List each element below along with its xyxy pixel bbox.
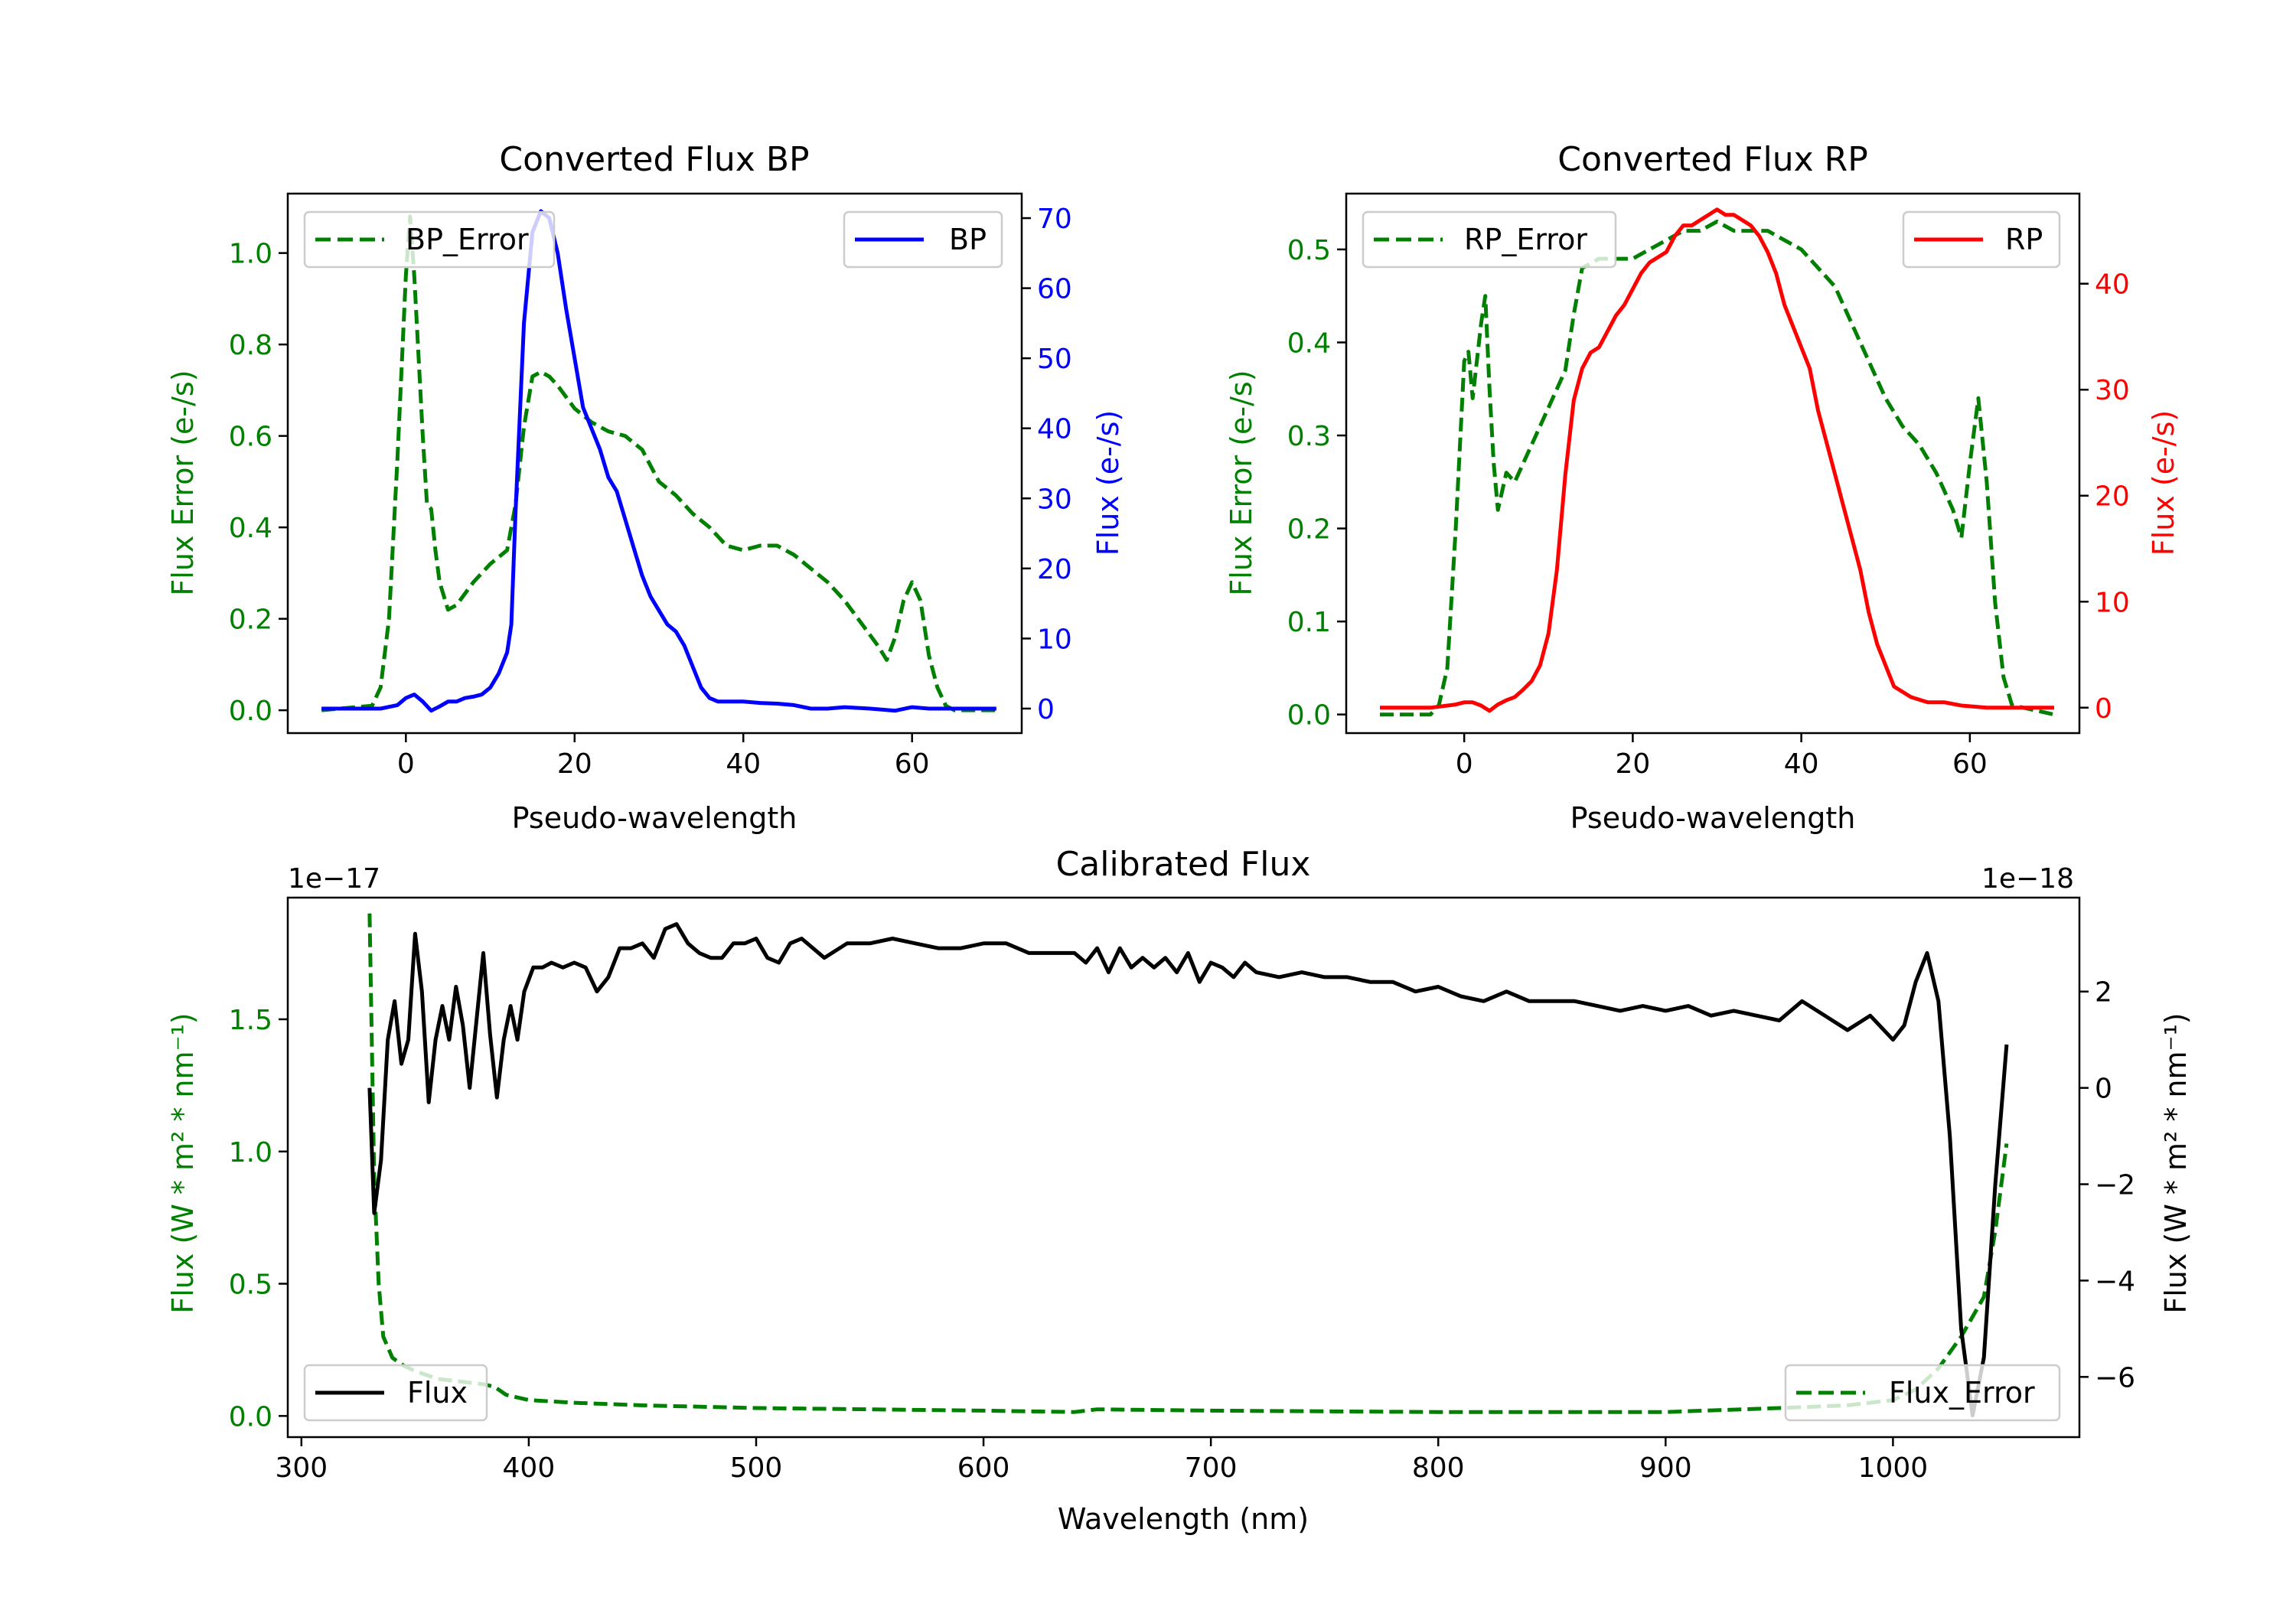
calibrated-xtick-label: 300: [275, 1452, 328, 1484]
rp-ytick-right-label: 10: [2095, 587, 2130, 618]
bp-xtick-label: 60: [895, 748, 930, 780]
calibrated-ytick-right-label: −4: [2095, 1266, 2135, 1297]
calibrated-ytick-left-label: 0.0: [229, 1401, 272, 1433]
calibrated-xtick-label: 400: [503, 1452, 556, 1484]
bp-ytick-left-label: 1.0: [229, 239, 272, 270]
bp-legend-right: BP: [843, 210, 1003, 269]
rp-ylabel-left: Flux Error (e-/s): [1225, 370, 1258, 595]
rp-ytick-right-label: 0: [2095, 693, 2112, 725]
calibrated-axes-frame: [286, 896, 2081, 1439]
calibrated-legend-right-box: [1784, 1364, 2061, 1422]
rp-series-rp-error: [1380, 220, 2055, 717]
bp-ytick-right-label: 10: [1037, 624, 1072, 655]
calibrated-legend-left: Flux: [303, 1364, 488, 1422]
rp-title: Converted Flux RP: [1557, 140, 1868, 179]
bp-ytick-right-label: 60: [1037, 274, 1072, 305]
bp-ytick-right-label: 20: [1037, 554, 1072, 585]
bp-ytick-right-label: 0: [1037, 694, 1055, 725]
rp-ytick-right-label: 30: [2095, 375, 2130, 406]
calibrated-series-flux: [367, 922, 2009, 1418]
calibrated-legend-right: Flux_Error: [1784, 1364, 2061, 1422]
calibrated-right-scale-label: 1e−18: [1981, 863, 2074, 895]
rp-xtick-label: 60: [1952, 748, 1988, 780]
calibrated-plot-area: 300 400 500 600 700 800 900 1000 0.0 0.5 1.0 1.5 −6 −…: [229, 896, 2135, 1484]
calibrated-legend-left-label: Flux: [407, 1376, 468, 1410]
rp-legend-left-label: RP_Error: [1464, 223, 1587, 256]
bp-ytick-left-label: 0.0: [229, 696, 272, 727]
calibrated-ytick-right-label: −6: [2095, 1362, 2135, 1393]
bp-legend-left-box: [303, 210, 556, 269]
calibrated-panel: Calibrated Flux 1e−17 1e−18 300 400 500 600…: [166, 845, 2193, 1536]
rp-legend-left-box: [1362, 210, 1617, 269]
calibrated-legend-right-label: Flux_Error: [1889, 1376, 2035, 1410]
rp-ytick-left-label: 0.2: [1287, 514, 1331, 546]
bp-legend-left-label: BP_Error: [406, 223, 529, 256]
bp-legend-right-label: BP: [949, 223, 987, 256]
calibrated-title: Calibrated Flux: [1056, 845, 1311, 884]
bp-xtick-label: 20: [557, 748, 592, 780]
bp-panel: Converted Flux BP 0 20 40 60 0.0 0.2 0.4 0.6 0.8…: [166, 140, 1125, 835]
bp-series-bp-error: [321, 214, 996, 712]
bp-title: Converted Flux BP: [499, 140, 809, 179]
calibrated-ytick-left-label: 0.5: [229, 1270, 272, 1301]
bp-ylabel-right: Flux (e-/s): [1091, 410, 1125, 556]
bp-ylabel-left: Flux Error (e-/s): [166, 370, 200, 595]
bp-legend-left: BP_Error: [303, 210, 556, 269]
rp-legend-left: RP_Error: [1362, 210, 1617, 269]
calibrated-xtick-label: 800: [1412, 1452, 1465, 1484]
bp-ytick-right-label: 30: [1037, 484, 1072, 515]
rp-xtick-label: 20: [1615, 748, 1650, 780]
bp-ytick-right-label: 50: [1037, 344, 1072, 375]
bp-ytick-left-label: 0.8: [229, 330, 272, 361]
rp-ylabel-right: Flux (e-/s): [2147, 410, 2180, 556]
calibrated-ylabel-right: Flux (W * m² * nm⁻¹): [2159, 1012, 2193, 1313]
rp-panel: Converted Flux RP 0 20 40 60 0.0 0.1 0.2 0.3 0.4…: [1225, 140, 2180, 835]
bp-ytick-left-label: 0.6: [229, 422, 272, 453]
calibrated-ytick-right-label: 2: [2095, 977, 2112, 1009]
rp-ytick-left-label: 0.5: [1287, 235, 1331, 266]
bp-ytick-left-label: 0.4: [229, 513, 272, 544]
calibrated-xtick-label: 600: [957, 1452, 1010, 1484]
calibrated-ylabel-left: Flux (W * m² * nm⁻¹): [166, 1012, 200, 1313]
rp-ytick-right-label: 20: [2095, 481, 2130, 513]
calibrated-xtick-label: 500: [730, 1452, 783, 1484]
bp-ytick-right-label: 40: [1037, 414, 1072, 445]
rp-ytick-left-label: 0.1: [1287, 607, 1331, 638]
bp-series-bp: [321, 209, 996, 713]
rp-plot-area: 0 20 40 60 0.0 0.1 0.2 0.3 0.4 0.5 0 10 20 30 40: [1287, 192, 2130, 780]
bp-ytick-left-label: 0.2: [229, 605, 272, 636]
bp-xlabel: Pseudo-wavelength: [512, 801, 797, 835]
calibrated-xtick-label: 700: [1185, 1452, 1238, 1484]
rp-xtick-label: 40: [1784, 748, 1819, 780]
bp-axes-frame: [286, 192, 1023, 735]
rp-ytick-left-label: 0.4: [1287, 328, 1331, 359]
calibrated-ytick-right-label: −2: [2095, 1170, 2135, 1201]
rp-legend-right-label: RP: [2005, 223, 2043, 256]
rp-xlabel: Pseudo-wavelength: [1570, 801, 1856, 835]
bp-ytick-right-label: 70: [1037, 204, 1072, 235]
calibrated-series-flux-error: [367, 913, 2009, 1414]
rp-xtick-label: 0: [1456, 748, 1473, 780]
rp-series-rp: [1380, 207, 2054, 713]
calibrated-xtick-label: 900: [1639, 1452, 1692, 1484]
calibrated-xlabel: Wavelength (nm): [1058, 1502, 1309, 1536]
rp-ytick-left-label: 0.0: [1287, 700, 1331, 732]
calibrated-ytick-left-label: 1.0: [229, 1137, 272, 1169]
bp-xtick-label: 0: [397, 748, 415, 780]
calibrated-xtick-label: 1000: [1858, 1452, 1929, 1484]
rp-legend-right: RP: [1902, 210, 2061, 269]
calibrated-left-scale-label: 1e−17: [288, 863, 380, 895]
bp-xtick-label: 40: [726, 748, 761, 780]
rp-ytick-right-label: 40: [2095, 269, 2130, 301]
calibrated-legend-left-box: [303, 1364, 488, 1422]
calibrated-ytick-left-label: 1.5: [229, 1005, 272, 1036]
rp-axes-frame: [1345, 192, 2081, 735]
calibrated-ytick-right-label: 0: [2095, 1074, 2112, 1105]
rp-ytick-left-label: 0.3: [1287, 421, 1331, 452]
bp-plot-area: 0 20 40 60 0.0 0.2 0.4 0.6 0.8 1.0 0 10 20 30 40 50 60 70: [229, 192, 1072, 780]
